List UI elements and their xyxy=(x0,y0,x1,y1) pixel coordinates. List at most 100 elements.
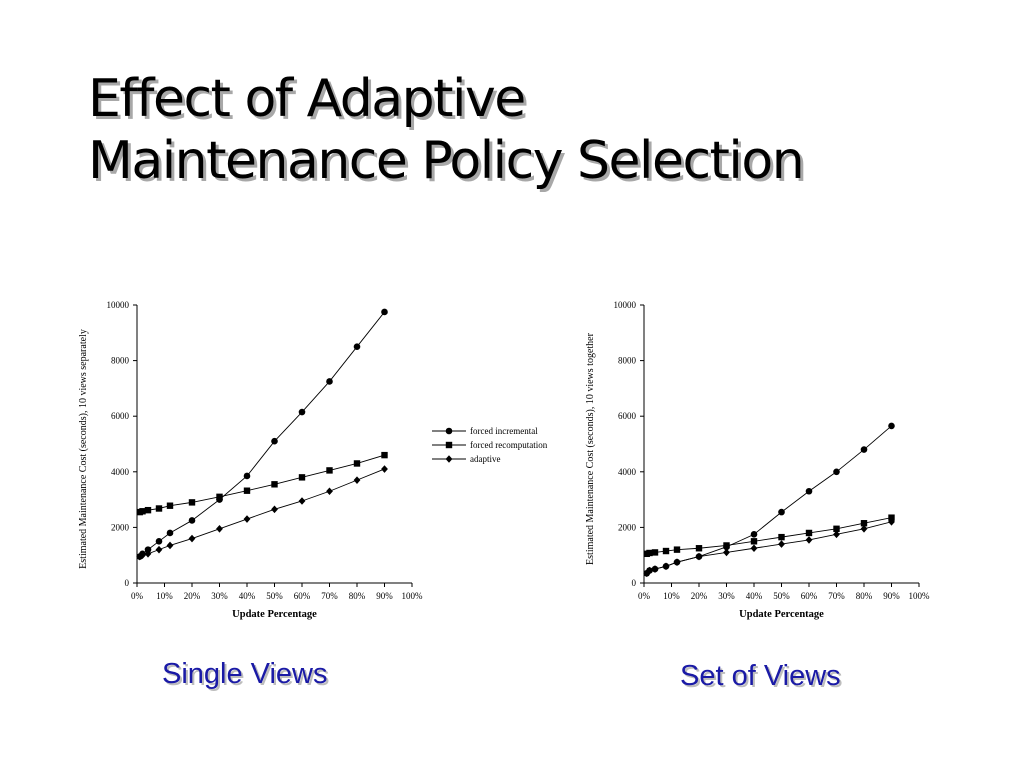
data-point xyxy=(695,552,703,561)
legend-marker xyxy=(445,455,453,463)
data-point xyxy=(805,536,813,544)
data-point xyxy=(271,481,278,488)
data-point xyxy=(673,558,681,566)
data-point xyxy=(833,468,840,476)
data-point xyxy=(888,422,895,430)
y-axis-label: Estimated Maintenance Cost (seconds), 10… xyxy=(78,329,89,569)
x-axis-label: Update Percentage xyxy=(739,609,824,620)
slide-title-line-1: Effect of Adaptive xyxy=(88,69,526,129)
x-tick-label: 70% xyxy=(321,591,338,601)
data-point xyxy=(805,529,813,537)
data-point xyxy=(750,531,758,538)
y-tick-label: 4000 xyxy=(111,467,130,477)
data-point xyxy=(155,538,163,545)
x-tick-label: 100% xyxy=(909,591,931,601)
data-point xyxy=(188,534,196,543)
x-tick-label: 50% xyxy=(266,591,283,601)
y-tick-label: 6000 xyxy=(111,411,130,421)
data-point xyxy=(243,487,251,494)
x-tick-label: 40% xyxy=(746,591,763,601)
data-point xyxy=(243,515,251,523)
series-line xyxy=(646,425,892,574)
data-point xyxy=(646,549,653,557)
legend-label: forced incremental xyxy=(470,426,538,436)
data-point xyxy=(778,540,785,548)
series-line xyxy=(646,521,892,574)
data-point xyxy=(155,545,163,554)
y-axis-label: Estimated Maintenance Cost (seconds), 10… xyxy=(585,332,596,565)
data-point xyxy=(778,533,785,541)
y-tick-label: 0 xyxy=(125,578,130,588)
data-point xyxy=(888,514,895,521)
data-point xyxy=(144,550,152,558)
y-tick-label: 10000 xyxy=(614,300,637,310)
y-tick-label: 8000 xyxy=(618,356,637,366)
x-axis-label: Update Percentage xyxy=(232,609,317,620)
x-tick-label: 10% xyxy=(663,591,680,601)
data-point xyxy=(144,546,152,553)
series-line xyxy=(646,517,892,555)
data-point xyxy=(646,566,653,575)
x-tick-label: 20% xyxy=(184,591,201,601)
data-point xyxy=(662,547,670,555)
data-point xyxy=(166,541,174,550)
data-point xyxy=(778,508,785,516)
data-point xyxy=(833,525,840,532)
data-point xyxy=(723,542,730,549)
caption-set-of-views: Set of Views xyxy=(680,660,841,692)
data-point xyxy=(651,549,659,556)
series-line xyxy=(139,311,385,557)
x-tick-label: 70% xyxy=(828,591,845,601)
slide-title: Effect of Adaptive Maintenance Policy Se… xyxy=(88,68,805,192)
y-tick-label: 2000 xyxy=(111,522,130,532)
slide-title-line-2: Maintenance Policy Selection xyxy=(88,131,805,191)
data-point xyxy=(326,467,333,474)
x-tick-label: 40% xyxy=(239,591,256,601)
y-tick-label: 2000 xyxy=(618,522,637,532)
data-point xyxy=(298,497,306,505)
x-tick-label: 90% xyxy=(376,591,393,601)
legend-label: forced recomputation xyxy=(470,440,548,450)
data-point xyxy=(298,474,306,481)
x-tick-label: 60% xyxy=(294,591,311,601)
chart-legend: forced incremental forced recomputation ad… xyxy=(432,426,548,464)
data-point xyxy=(353,476,361,484)
data-point xyxy=(695,545,703,552)
y-tick-label: 8000 xyxy=(111,356,130,366)
chart-1: 0 2000 4000 6000 8000 10000 0% 10% 20% 30% 40% 50% 6… xyxy=(78,300,548,620)
data-point xyxy=(243,472,251,480)
data-point xyxy=(216,524,223,533)
data-point xyxy=(188,517,196,524)
legend-label: adaptive xyxy=(470,454,501,464)
x-tick-label: 30% xyxy=(211,591,228,601)
data-point xyxy=(271,505,278,514)
data-point xyxy=(833,530,840,539)
data-point xyxy=(188,499,196,506)
data-point xyxy=(139,551,146,559)
data-point xyxy=(271,437,278,445)
chart-2: 0 2000 4000 6000 8000 10000 0% 10% 20% 30% 40% 50% 6… xyxy=(585,300,930,620)
data-point xyxy=(673,546,681,553)
y-tick-label: 4000 xyxy=(618,467,637,477)
data-point xyxy=(381,451,388,459)
data-point xyxy=(298,408,306,416)
data-point xyxy=(139,508,146,515)
x-tick-label: 80% xyxy=(349,591,366,601)
data-point xyxy=(144,506,152,514)
x-tick-label: 10% xyxy=(156,591,173,601)
data-point xyxy=(353,343,361,351)
data-point xyxy=(860,524,868,533)
x-tick-label: 30% xyxy=(718,591,735,601)
data-point xyxy=(381,465,388,473)
legend-marker xyxy=(445,441,453,449)
data-point xyxy=(651,565,659,573)
y-tick-label: 6000 xyxy=(618,411,637,421)
data-point xyxy=(216,493,223,501)
x-tick-label: 0% xyxy=(131,591,144,601)
x-tick-label: 50% xyxy=(773,591,790,601)
data-point xyxy=(888,518,895,526)
data-point xyxy=(326,378,333,385)
x-tick-label: 0% xyxy=(638,591,651,601)
data-point xyxy=(326,487,333,496)
